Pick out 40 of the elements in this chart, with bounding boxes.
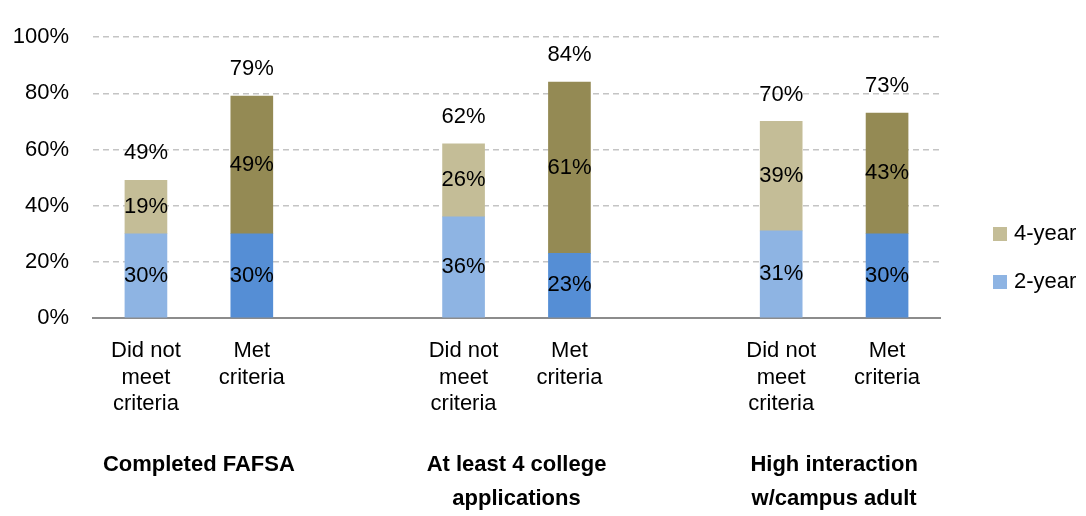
data-label: 30% bbox=[123, 261, 168, 287]
x-tick-label: Met criteria bbox=[218, 337, 286, 389]
text: Completed FAFSA bbox=[102, 451, 295, 477]
data-label: 23% bbox=[547, 271, 592, 297]
x-tick-label: Did not meet criteria bbox=[111, 337, 181, 416]
text: At least 4 college applications bbox=[426, 451, 607, 511]
data-label: 31% bbox=[759, 260, 804, 286]
data-label: 61% bbox=[547, 153, 592, 179]
y-tick-label: 40% bbox=[24, 191, 69, 217]
data-label: 30% bbox=[229, 261, 274, 287]
data-label: 19% bbox=[123, 193, 168, 219]
total-label: 79% bbox=[229, 55, 274, 81]
bar bbox=[865, 233, 909, 318]
data-label: 39% bbox=[759, 162, 804, 188]
x-tick-label: Met criteria bbox=[536, 337, 604, 389]
legend-label: 2-year bbox=[1014, 268, 1077, 294]
x-tick-label: Did not meet criteria bbox=[746, 337, 817, 416]
bar bbox=[759, 121, 803, 232]
total-label: 49% bbox=[123, 139, 168, 165]
y-tick-label: 60% bbox=[24, 135, 69, 161]
y-tick-label: 0% bbox=[37, 304, 69, 330]
total-label: 62% bbox=[441, 102, 486, 128]
total-label: 73% bbox=[865, 72, 910, 98]
data-label: 36% bbox=[441, 253, 486, 279]
bar bbox=[759, 230, 803, 318]
y-tick-label: 20% bbox=[24, 247, 69, 273]
bar bbox=[230, 233, 274, 318]
text: High interaction w/campus adult bbox=[750, 451, 918, 511]
legend-label: 4-year bbox=[1014, 220, 1077, 246]
y-tick-label: 80% bbox=[24, 79, 69, 105]
data-label: 26% bbox=[441, 166, 486, 192]
y-tick-label: 100% bbox=[12, 23, 69, 49]
total-label: 84% bbox=[547, 41, 592, 67]
bar bbox=[548, 81, 591, 254]
x-tick-label: Met criteria bbox=[854, 337, 921, 389]
bar bbox=[442, 216, 485, 318]
data-label: 30% bbox=[865, 261, 910, 287]
bar bbox=[124, 233, 168, 318]
x-tick-label: Did not meet criteria bbox=[428, 337, 499, 416]
total-label: 70% bbox=[759, 80, 804, 106]
